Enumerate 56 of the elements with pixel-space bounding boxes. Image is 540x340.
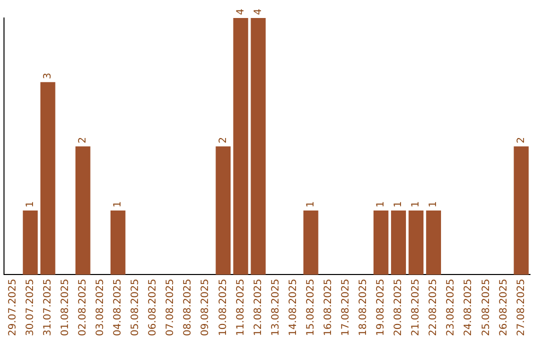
x-tick-label: 02.08.2025: [77, 278, 88, 336]
x-tick-label: 03.08.2025: [95, 278, 106, 336]
x-tick-label: 13.08.2025: [270, 278, 282, 336]
x-tick-label: 19.08.2025: [376, 278, 387, 336]
data-label: 1: [428, 201, 440, 208]
x-tick-label: 29.07.2025: [7, 278, 18, 336]
bar: [110, 210, 126, 275]
x-tick-label: 10.08.2025: [218, 278, 229, 336]
data-label: 1: [112, 201, 124, 208]
x-tick-label: 27.08.2025: [516, 278, 527, 336]
bar: [374, 210, 388, 275]
bar: [75, 146, 90, 275]
data-label: 2: [516, 136, 527, 144]
x-tick-label: 05.08.2025: [130, 278, 142, 336]
x-tick-label: 21.08.2025: [410, 278, 422, 336]
bar: [250, 18, 266, 275]
x-tick-label: 20.08.2025: [393, 278, 404, 336]
data-label: 4: [235, 8, 246, 15]
x-tick-label: 11.08.2025: [235, 278, 246, 336]
bar: [514, 146, 529, 275]
data-label: 3: [42, 72, 54, 80]
x-tick-label: 08.08.2025: [182, 278, 194, 336]
x-tick-label: 26.08.2025: [498, 278, 510, 336]
x-tick-label: 23.08.2025: [446, 278, 457, 336]
x-tick-label: 09.08.2025: [200, 278, 212, 336]
x-tick-label: 15.08.2025: [305, 278, 316, 336]
x-tick-label: 22.08.2025: [428, 278, 440, 336]
data-label: 1: [24, 201, 36, 208]
x-tick-label: 12.08.2025: [252, 278, 264, 336]
x-tick-label: 30.07.2025: [24, 278, 36, 336]
data-label: 4: [252, 8, 264, 15]
x-tick-label: 07.08.2025: [165, 278, 176, 336]
data-label: 1: [305, 201, 316, 208]
data-label: 2: [218, 136, 229, 144]
x-tick-label: 25.08.2025: [480, 278, 492, 336]
x-tick-label: 16.08.2025: [322, 278, 334, 336]
data-label: 1: [376, 201, 387, 208]
x-tick-label: 31.07.2025: [42, 278, 54, 336]
bar: [408, 210, 424, 275]
data-label: 2: [77, 136, 88, 144]
x-tick-label: 01.08.2025: [60, 278, 71, 336]
bar: [233, 18, 248, 275]
data-label: 1: [393, 201, 404, 208]
x-tick-label: 14.08.2025: [288, 278, 299, 336]
bar: [216, 146, 231, 275]
x-tick-label: 17.08.2025: [340, 278, 352, 336]
x-tick-label: 06.08.2025: [148, 278, 159, 336]
bar: [22, 210, 38, 275]
bar: [391, 210, 406, 275]
x-tick-label: 24.08.2025: [463, 278, 474, 336]
bar: [426, 210, 442, 275]
x-tick-label: 04.08.2025: [112, 278, 124, 336]
x-tick-label: 18.08.2025: [358, 278, 370, 336]
data-label: 1: [410, 201, 422, 208]
bar: [40, 82, 56, 275]
bar: [303, 210, 318, 275]
